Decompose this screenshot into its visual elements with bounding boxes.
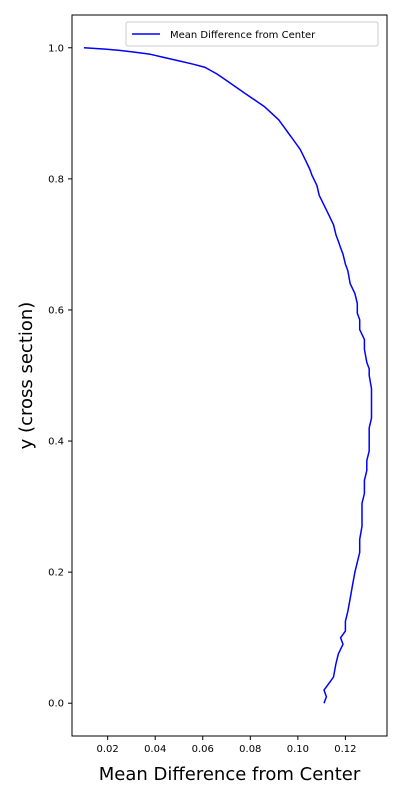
plot-area [72,15,387,736]
x-tick-label: 0.08 [239,744,261,755]
series-line [83,47,373,704]
y-tick-label: 0.4 [48,437,64,448]
y-tick-label: 0.8 [48,174,64,185]
x-tick-label: 0.10 [287,744,309,755]
y-tick-label: 0.0 [48,699,64,710]
y-axis-label: y (cross section) [16,302,37,450]
legend-box [125,21,379,47]
x-tick-label: 0.12 [334,744,356,755]
y-tick-label: 0.6 [48,305,64,316]
x-tick-label: 0.04 [144,744,166,755]
x-tick-label: 0.06 [192,744,214,755]
y-tick-label: 1.0 [48,43,64,54]
legend: Mean Difference from Center [125,21,379,47]
x-tick-label: 0.02 [97,744,119,755]
series-layer [83,47,373,704]
x-axis-label: Mean Difference from Center [99,764,361,785]
plot-frame [71,14,388,737]
y-tick-label: 0.2 [48,568,64,579]
legend-label: Mean Difference from Center [170,30,316,41]
ticks-layer: 0.02 0.04 0.06 0.08 0.10 0.12 0.0 0.2 0.4 0.6 0.8 1… [48,43,356,755]
